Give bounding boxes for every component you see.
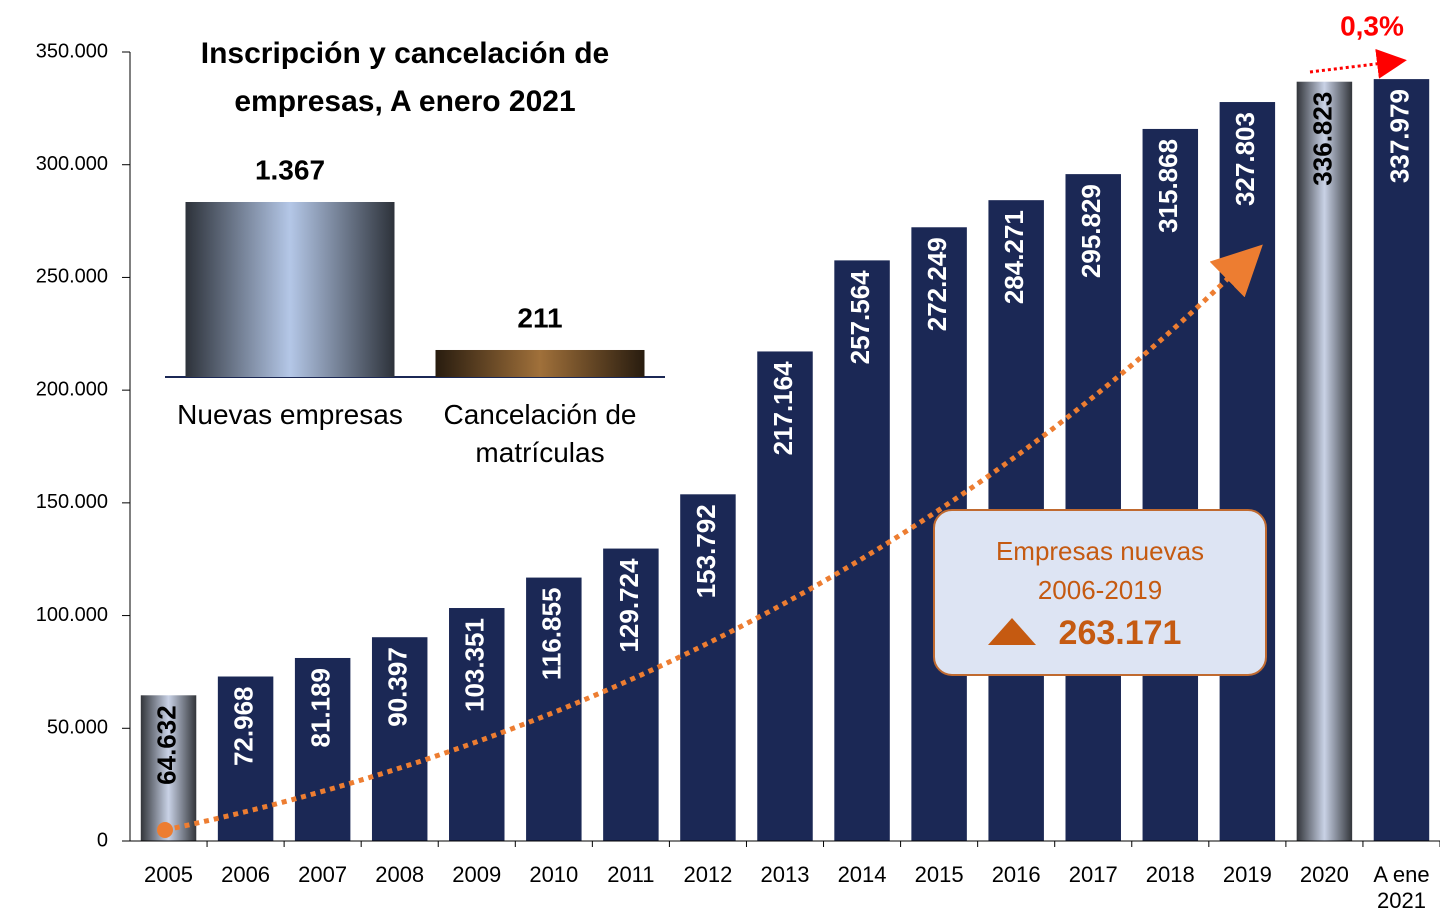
bar: [757, 351, 813, 841]
bar: [680, 494, 736, 841]
bar: [1065, 174, 1121, 841]
inset-category-label: Nuevas empresas: [177, 399, 403, 430]
up-triangle: [988, 618, 1036, 645]
x-tick-label: 2012: [683, 862, 733, 887]
box-title: Empresas nuevas: [996, 536, 1204, 566]
value-label: 116.855: [537, 588, 567, 681]
value-label: 90.397: [383, 647, 413, 727]
bar: [294, 657, 351, 841]
bar: [1142, 128, 1199, 841]
bar: [140, 695, 197, 841]
bar: [834, 260, 890, 841]
growth-arrow: [1309, 48, 1407, 79]
growth-label: 0,3%: [1340, 10, 1404, 41]
value-label: 81.189: [306, 668, 336, 748]
x-tick-label: 2011: [607, 862, 655, 887]
inset-bar: [185, 202, 395, 377]
value-label: 217.164: [768, 361, 798, 456]
trend-start: [157, 822, 173, 838]
y-tick-label: 350.000: [36, 40, 108, 62]
value-label: 315.868: [1153, 139, 1183, 233]
inset-value-label: 1.367: [255, 154, 325, 185]
value-label: 153.792: [691, 504, 721, 598]
value-label: 295.829: [1076, 184, 1106, 278]
bar: [603, 548, 659, 841]
value-label: 336.823: [1307, 92, 1337, 186]
x-tick-label: 2020: [1299, 862, 1349, 887]
bar: [1219, 102, 1276, 841]
x-tick-label: 2005: [144, 862, 193, 887]
y-tick-label: 250.000: [36, 266, 108, 288]
bar: [1296, 81, 1353, 842]
inset-category-label: Cancelación de matrículas: [443, 399, 637, 468]
x-tick-label: 2009: [452, 862, 502, 887]
y-tick-label: 100.000: [36, 604, 108, 626]
y-tick-label: 150.000: [36, 491, 108, 513]
x-tick-label: 2017: [1068, 862, 1118, 887]
y-tick-label: 0: [97, 829, 108, 851]
x-tick-label: 2006: [221, 862, 271, 887]
x-tick-label: 2014: [837, 862, 887, 887]
x-tick-label: 2013: [760, 862, 810, 887]
value-label: 129.724: [614, 558, 644, 653]
value-label: 72.968: [228, 687, 258, 767]
value-label: 327.803: [1230, 112, 1260, 206]
y-tick-label: 200.000: [36, 378, 108, 400]
bar: [449, 608, 505, 841]
x-tick-label: 2016: [991, 862, 1041, 887]
x-tick-label: 2008: [375, 862, 425, 887]
bar: [1373, 79, 1430, 842]
inset-value-label: 211: [517, 302, 562, 333]
x-tick-label: 2007: [298, 862, 348, 887]
value-label: 272.249: [922, 237, 952, 331]
value-label: 257.564: [845, 270, 875, 365]
value-label: 284.271: [999, 210, 1029, 304]
bar: [371, 637, 428, 841]
x-tick-label: 2015: [914, 862, 964, 887]
bar: [526, 577, 582, 841]
box-period: 2006-2019: [1038, 575, 1162, 605]
box-value: 263.171: [1059, 614, 1182, 652]
inset-title: Inscripción y cancelación de empresas, A…: [200, 37, 610, 118]
x-tick-label: A ene 2021: [1373, 862, 1430, 913]
value-label: 64.632: [151, 705, 181, 785]
value-label: 103.351: [460, 618, 490, 712]
x-tick-label: 2018: [1145, 862, 1195, 887]
value-label: 337.979: [1384, 89, 1414, 183]
x-tick-label: 2010: [529, 862, 579, 887]
y-tick-label: 300.000: [36, 153, 108, 175]
x-tick-label: 2019: [1222, 862, 1272, 887]
inset-bar: [435, 349, 645, 377]
y-tick-label: 50.000: [47, 717, 108, 739]
